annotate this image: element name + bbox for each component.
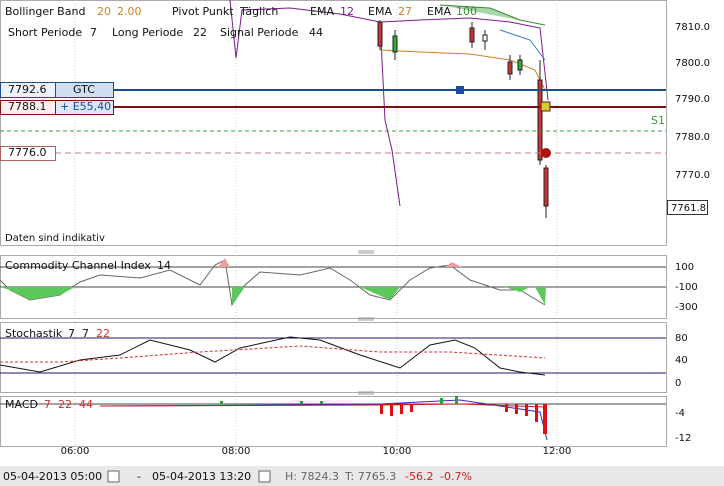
axis-label: 80 xyxy=(675,333,688,344)
stoch-k xyxy=(0,336,546,376)
axis-label: 7810.0 xyxy=(675,22,710,33)
axis-label: -300 xyxy=(675,302,698,313)
indicator-param: 12 xyxy=(340,5,354,18)
status-to: 05-04-2013 13:20 xyxy=(152,470,251,483)
indicator-param: 27 xyxy=(398,5,412,18)
status-low: T: 7765.3 xyxy=(344,470,396,483)
panel-param: 22 xyxy=(96,327,110,340)
status-from: 05-04-2013 05:00 xyxy=(3,470,102,483)
panel-title: Commodity Channel Index xyxy=(5,259,151,272)
axis-label: -100 xyxy=(675,282,698,293)
stop-price: 7776.0 xyxy=(8,146,47,159)
stoch-panel xyxy=(0,322,667,393)
axis-label: 12:00 xyxy=(543,446,572,457)
status-bar xyxy=(0,466,724,486)
indicator-param: 20 xyxy=(97,5,111,18)
param-value: 7 xyxy=(90,26,97,39)
param-value: 44 xyxy=(309,26,323,39)
time-grid xyxy=(74,0,558,446)
ema-orange xyxy=(379,49,546,91)
param-name: Short Periode xyxy=(8,26,82,39)
axis-label: -12 xyxy=(675,433,691,444)
indicator-name: Bollinger Band xyxy=(5,5,85,18)
macd-panel xyxy=(0,396,667,447)
last-price: 7761.8 xyxy=(671,203,706,214)
price-axis: 7810.0 7800.0 7790.0 7780.0 7770.0 xyxy=(675,22,710,181)
panel-frames xyxy=(0,0,667,447)
panel-param: 7 xyxy=(44,398,51,411)
indicator-param: Täglich xyxy=(239,5,278,18)
indicator-param: 100 xyxy=(456,5,477,18)
param-name: Long Periode xyxy=(112,26,183,39)
stoch-levels xyxy=(0,337,666,374)
calendar-icon[interactable] xyxy=(107,470,120,483)
indicator-name: Pivot Punkt xyxy=(172,5,234,18)
status-change-pct: -0.7% xyxy=(440,470,472,483)
ema-blue xyxy=(499,29,546,61)
last-price-box xyxy=(667,200,708,215)
panel-param: 7 xyxy=(82,327,89,340)
macd-pos-bars xyxy=(220,396,458,404)
indicator-name: EMA xyxy=(310,5,334,18)
panel-param: 14 xyxy=(157,259,171,272)
status-sep: - xyxy=(137,470,141,483)
panel-title: MACD xyxy=(5,398,38,411)
axis-label: 7770.0 xyxy=(675,170,710,181)
note: Daten sind indikativ xyxy=(5,233,105,244)
panel-param: 7 xyxy=(68,327,75,340)
cci-negative-fill xyxy=(0,287,546,305)
splitters xyxy=(358,250,374,395)
panel-param: 22 xyxy=(58,398,72,411)
position-price: 7788.1 xyxy=(8,100,47,113)
macd-neg-bars xyxy=(380,404,547,434)
order-tag: GTC xyxy=(73,83,95,96)
axis-label: 0 xyxy=(675,378,681,389)
calendar-icon[interactable] xyxy=(258,470,271,483)
stop-handle[interactable] xyxy=(541,148,551,158)
indicator-param: 2.00 xyxy=(117,5,142,18)
axis-label: 7790.0 xyxy=(675,94,710,105)
position-tag-box[interactable] xyxy=(55,100,114,115)
time-axis: 06:00 08:00 10:00 12:00 xyxy=(61,446,572,457)
main-panel xyxy=(0,0,667,246)
order-tag-box[interactable] xyxy=(55,82,114,98)
position-handle[interactable] xyxy=(540,101,551,112)
status-high: H: 7824.3 xyxy=(285,470,339,483)
indicator-name: EMA xyxy=(427,5,451,18)
stoch-d xyxy=(0,345,546,363)
order-handle[interactable] xyxy=(456,86,464,94)
panel-title: Stochastik xyxy=(5,327,63,340)
axis-label: 08:00 xyxy=(222,446,251,457)
axis-label: 40 xyxy=(675,355,688,366)
cci-levels xyxy=(0,266,666,288)
order-price: 7792.6 xyxy=(8,83,47,96)
candles xyxy=(377,20,549,218)
header: Bollinger Band 20 2.00 Pivot Punkt Tägli… xyxy=(5,5,477,39)
cci-line xyxy=(0,259,546,307)
axis-label: 7780.0 xyxy=(675,132,710,143)
axis-label: 100 xyxy=(675,262,694,273)
indicator-name: EMA xyxy=(368,5,392,18)
ema-green xyxy=(439,4,546,26)
axis-label: 10:00 xyxy=(383,446,412,457)
param-value: 22 xyxy=(193,26,207,39)
pivot-label: S1 xyxy=(651,114,665,127)
stop-price-box[interactable] xyxy=(0,146,56,161)
status-change: -56.2 xyxy=(405,470,433,483)
position-tag: + E55,40 xyxy=(60,100,111,113)
axis-label: 7800.0 xyxy=(675,58,710,69)
axis-label: 06:00 xyxy=(61,446,90,457)
param-name: Signal Periode xyxy=(220,26,299,39)
bollinger-lower xyxy=(379,19,401,207)
panel-param: 44 xyxy=(79,398,93,411)
axis-label: -4 xyxy=(675,408,685,419)
signal-line xyxy=(99,403,546,408)
